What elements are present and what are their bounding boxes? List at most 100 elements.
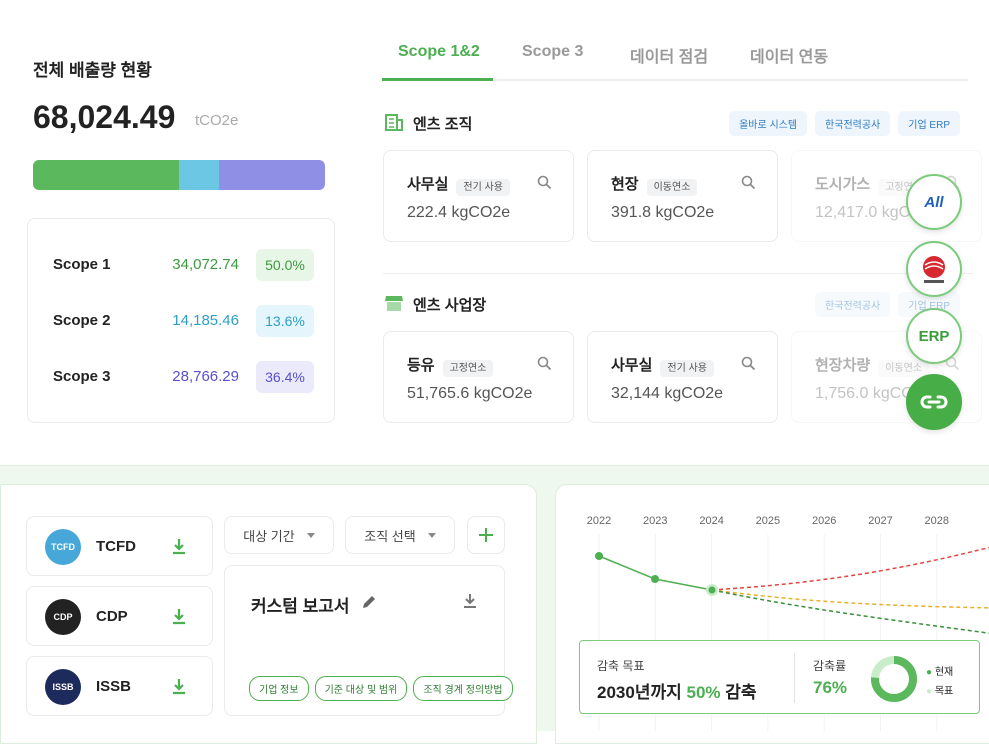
scope-name: Scope 2	[53, 312, 111, 329]
card-title: 현장차량 이동연소	[815, 354, 930, 377]
share-segment	[33, 160, 179, 190]
card-title: 사무실 전기 사용	[407, 173, 510, 196]
section-title: 엔츠 조직	[413, 116, 473, 133]
tab[interactable]: Scope 3	[522, 43, 584, 60]
metric-card[interactable]: 사무실 전기 사용 222.4 kgCO2e	[383, 150, 574, 242]
rate-donut	[871, 656, 917, 702]
tab[interactable]: Scope 1&2	[398, 43, 480, 60]
card-title: 사무실 전기 사용	[611, 354, 714, 377]
scope-name: Scope 3	[53, 368, 111, 385]
integration-erp[interactable]: ERP	[906, 308, 962, 364]
goal-pct: 50%	[686, 683, 721, 702]
custom-report[interactable]: 커스텀 보고서 기업 정보 기준 대상 및 범위 조직 경계 정의방법	[224, 565, 513, 716]
card-tag: 전기 사용	[456, 178, 510, 196]
total: 68,024.49	[33, 99, 176, 135]
integration-all[interactable]: All	[906, 174, 962, 230]
download-icon	[173, 609, 185, 625]
report-row[interactable]: ISSB ISSB	[26, 656, 213, 716]
point	[708, 586, 716, 594]
scope-share: 36.4%	[256, 361, 314, 393]
share-segment	[218, 160, 325, 190]
search-icon	[537, 175, 552, 190]
unit: tCO2e	[195, 112, 239, 129]
year-label: 2026	[812, 515, 836, 527]
filter-label: 대상 기간	[243, 528, 295, 544]
scope-share: 50.0%	[256, 249, 314, 281]
card-value: 1,756.0 kgCO2e	[815, 385, 932, 402]
download-icon	[173, 539, 185, 555]
divider	[794, 653, 795, 703]
filter-dropdown[interactable]: 대상 기간	[224, 516, 334, 554]
trend-green	[711, 589, 989, 634]
trend-yellow	[711, 589, 989, 609]
source-tag[interactable]: 올바로 시스템	[729, 111, 808, 136]
donut-arc	[871, 656, 917, 702]
pencil-icon	[363, 596, 375, 608]
year-label: 2023	[643, 515, 667, 527]
card-tag: 이동연소	[646, 178, 698, 196]
share-segment	[179, 160, 219, 190]
report-logo: CDP	[45, 599, 81, 635]
search-icon	[537, 356, 552, 371]
section-title: 엔츠 사업장	[413, 297, 487, 314]
card-value: 32,144 kgCO2e	[611, 385, 724, 402]
scope-value: 14,185.46	[172, 312, 239, 329]
metric-card[interactable]: 현장 이동연소 391.8 kgCO2e	[587, 150, 778, 242]
card-tag: 전기 사용	[660, 359, 714, 377]
filter-label: 조직 선택	[364, 528, 416, 544]
year-label: 2027	[868, 515, 892, 527]
scope-share: 13.6%	[256, 305, 314, 337]
metric-card[interactable]: 사무실 전기 사용 32,144 kgCO2e	[587, 331, 778, 423]
tab-underline	[382, 78, 493, 81]
kepco-logo	[923, 256, 945, 283]
report-logo: ISSB	[45, 669, 81, 705]
report-tag: 기업 정보	[249, 676, 309, 701]
card-tag: 이동연소	[878, 359, 930, 377]
tab-rule	[382, 79, 968, 81]
legend-label: 현재	[934, 667, 954, 678]
summary-title: 전체 배출량 현황	[33, 61, 152, 80]
card-value: 51,765.6 kgCO2e	[407, 385, 533, 402]
goal-suffix: 감축	[725, 683, 757, 702]
source-tag[interactable]: 기업 ERP	[898, 111, 960, 136]
source-tag[interactable]: 한국전력공사	[815, 111, 891, 136]
caret	[427, 532, 436, 538]
section-icon	[385, 114, 403, 131]
report-row[interactable]: CDP CDP	[26, 586, 213, 646]
integration-link[interactable]	[906, 374, 962, 430]
add-button[interactable]	[467, 516, 505, 554]
report-tag: 기준 대상 및 범위	[314, 676, 408, 701]
integration-kepco[interactable]	[906, 241, 962, 297]
tab[interactable]: 데이터 점검	[630, 49, 709, 66]
year-label: 2024	[699, 515, 723, 527]
download-icon	[173, 679, 185, 695]
rate: 76%	[813, 678, 848, 697]
card-title: 현장 이동연소	[611, 173, 698, 196]
scope-value: 34,072.74	[172, 256, 239, 273]
year-label: 2022	[587, 515, 611, 527]
rate-label: 감축률	[813, 659, 847, 673]
report-name: CDP	[96, 608, 128, 625]
source-tag[interactable]: 한국전력공사	[815, 292, 891, 317]
filter-dropdown[interactable]: 조직 선택	[345, 516, 455, 554]
caret	[306, 532, 315, 538]
custom-title: 커스텀 보고서	[251, 597, 350, 616]
report-name: ISSB	[96, 678, 132, 695]
card-value: 391.8 kgCO2e	[611, 204, 715, 221]
link-icon	[920, 395, 948, 409]
report-logo: TCFD	[45, 529, 81, 565]
year-label: 2025	[756, 515, 780, 527]
metric-card[interactable]: 등유 고정연소 51,765.6 kgCO2e	[383, 331, 574, 423]
legend-goal: ● 목표	[926, 686, 954, 697]
year-label: 2028	[925, 515, 949, 527]
goal-label: 감축 목표	[597, 659, 645, 673]
tab[interactable]: 데이터 연동	[750, 49, 829, 66]
report-name: TCFD	[96, 538, 136, 555]
section-divider	[383, 273, 973, 274]
card-tag: 고정연소	[442, 359, 494, 377]
legend-now: ● 현재	[926, 667, 954, 678]
report-tag: 조직 경계 정의방법	[413, 676, 513, 701]
report-row[interactable]: TCFD TCFD	[26, 516, 213, 576]
card-title: 등유 고정연소	[407, 354, 494, 377]
